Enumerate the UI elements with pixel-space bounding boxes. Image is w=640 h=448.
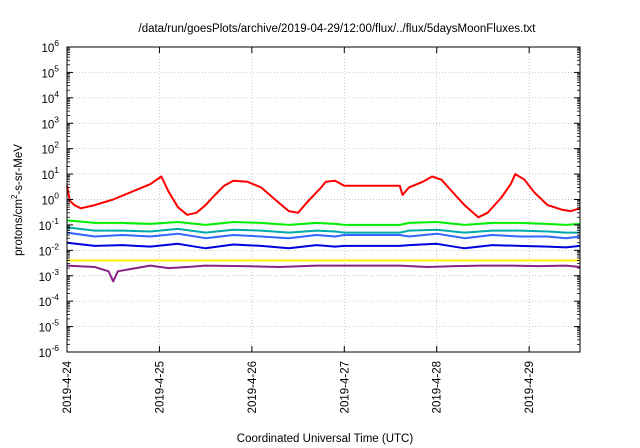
y-tick-label: 102 bbox=[41, 140, 59, 157]
x-tick-label: 2019-4-25 bbox=[154, 361, 166, 413]
x-tick-label: 2019-4-26 bbox=[247, 361, 259, 413]
y-tick-label: 101 bbox=[41, 165, 59, 182]
plot-frame bbox=[66, 46, 581, 353]
y-tick-label: 10-1 bbox=[39, 216, 60, 233]
x-tick-label: 2019-4-29 bbox=[524, 361, 536, 413]
y-axis-label: protons/cm2-s-sr-MeV bbox=[10, 144, 25, 256]
series-line-3 bbox=[66, 231, 581, 240]
y-tick-label: 106 bbox=[41, 38, 59, 55]
x-tick-label: 2019-4-27 bbox=[339, 361, 351, 413]
series-line-6 bbox=[66, 264, 581, 283]
chart-title: /data/run/goesPlots/archive/2019-04-29/1… bbox=[139, 23, 537, 35]
y-tick-label: 103 bbox=[41, 114, 59, 131]
grid bbox=[67, 47, 580, 352]
series-line-1 bbox=[66, 219, 581, 226]
series-line-4 bbox=[66, 241, 581, 250]
y-tick-label: 10-6 bbox=[39, 343, 60, 360]
x-axis-label: Coordinated Universal Time (UTC) bbox=[237, 433, 414, 445]
y-tick-label: 10-3 bbox=[39, 267, 60, 284]
series-layer bbox=[66, 173, 581, 283]
ticks: 10-6 10-5 10-4 10-3 10-2 10-1 100 101 102 103 104 1… bbox=[39, 38, 580, 413]
series-line-2 bbox=[66, 226, 580, 234]
y-tick-label: 105 bbox=[41, 63, 59, 80]
y-tick-label: 10-5 bbox=[39, 318, 60, 335]
y-tick-label: 100 bbox=[41, 191, 59, 208]
series-line-0 bbox=[66, 173, 581, 219]
x-tick-label: 2019-4-28 bbox=[432, 361, 444, 413]
y-tick-label: 10-4 bbox=[39, 292, 60, 309]
x-tick-label: 2019-4-24 bbox=[62, 360, 74, 413]
y-tick-label: 10-2 bbox=[39, 241, 60, 258]
y-tick-label: 104 bbox=[41, 89, 59, 106]
